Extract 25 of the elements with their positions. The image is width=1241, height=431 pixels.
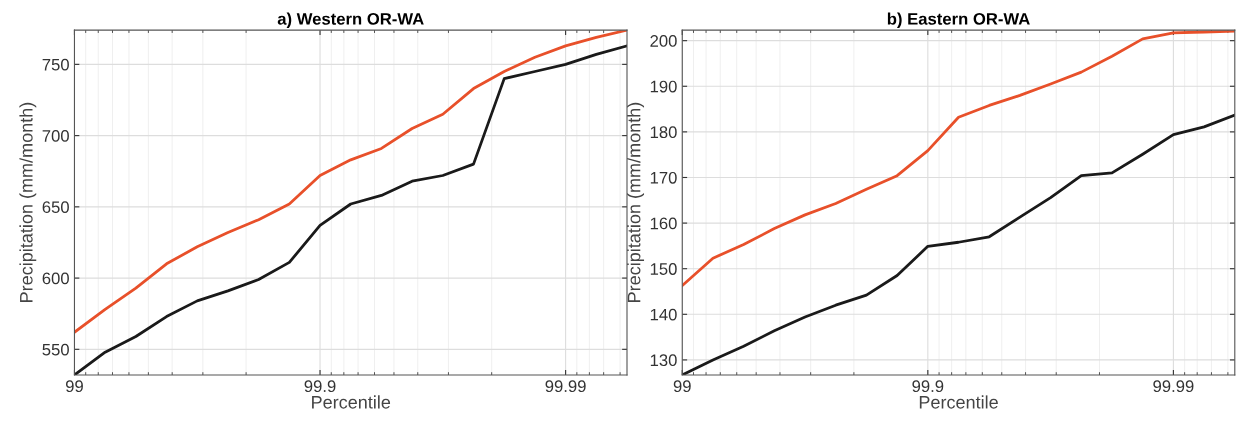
y-tick-label: 200 <box>650 35 677 47</box>
x-axis-title: Percentile <box>919 395 998 409</box>
x-tick-label: 99 <box>673 380 691 393</box>
y-tick-label: 150 <box>650 263 677 275</box>
y-tick-label: 160 <box>650 217 677 230</box>
y-tick-label: 180 <box>650 126 677 139</box>
x-tick-label: 99.99 <box>545 380 586 393</box>
x-tick-label: 99.99 <box>1153 380 1194 393</box>
y-tick-label: 650 <box>42 201 69 214</box>
chart-title: b) Eastern OR-WA <box>887 12 1030 29</box>
y-axis-title: Precipitation (mm/month) <box>19 102 37 302</box>
y-tick-label: 600 <box>42 272 69 285</box>
y-axis-title: Precipitation (mm/month) <box>627 102 645 302</box>
chart-title: a) Western OR-WA <box>277 12 424 29</box>
y-tick-label: 550 <box>42 343 69 356</box>
y-tick-label: 170 <box>650 171 677 184</box>
x-tick-label: 99.9 <box>304 380 336 393</box>
y-tick-label: 750 <box>42 58 69 71</box>
y-tick-label: 700 <box>42 130 69 142</box>
x-tick-label: 99.9 <box>912 380 944 393</box>
y-tick-label: 190 <box>650 80 677 93</box>
x-tick-label: 99 <box>65 380 83 393</box>
x-axis-title: Percentile <box>312 395 391 409</box>
y-tick-label: 130 <box>650 354 677 367</box>
y-tick-label: 140 <box>650 308 677 321</box>
